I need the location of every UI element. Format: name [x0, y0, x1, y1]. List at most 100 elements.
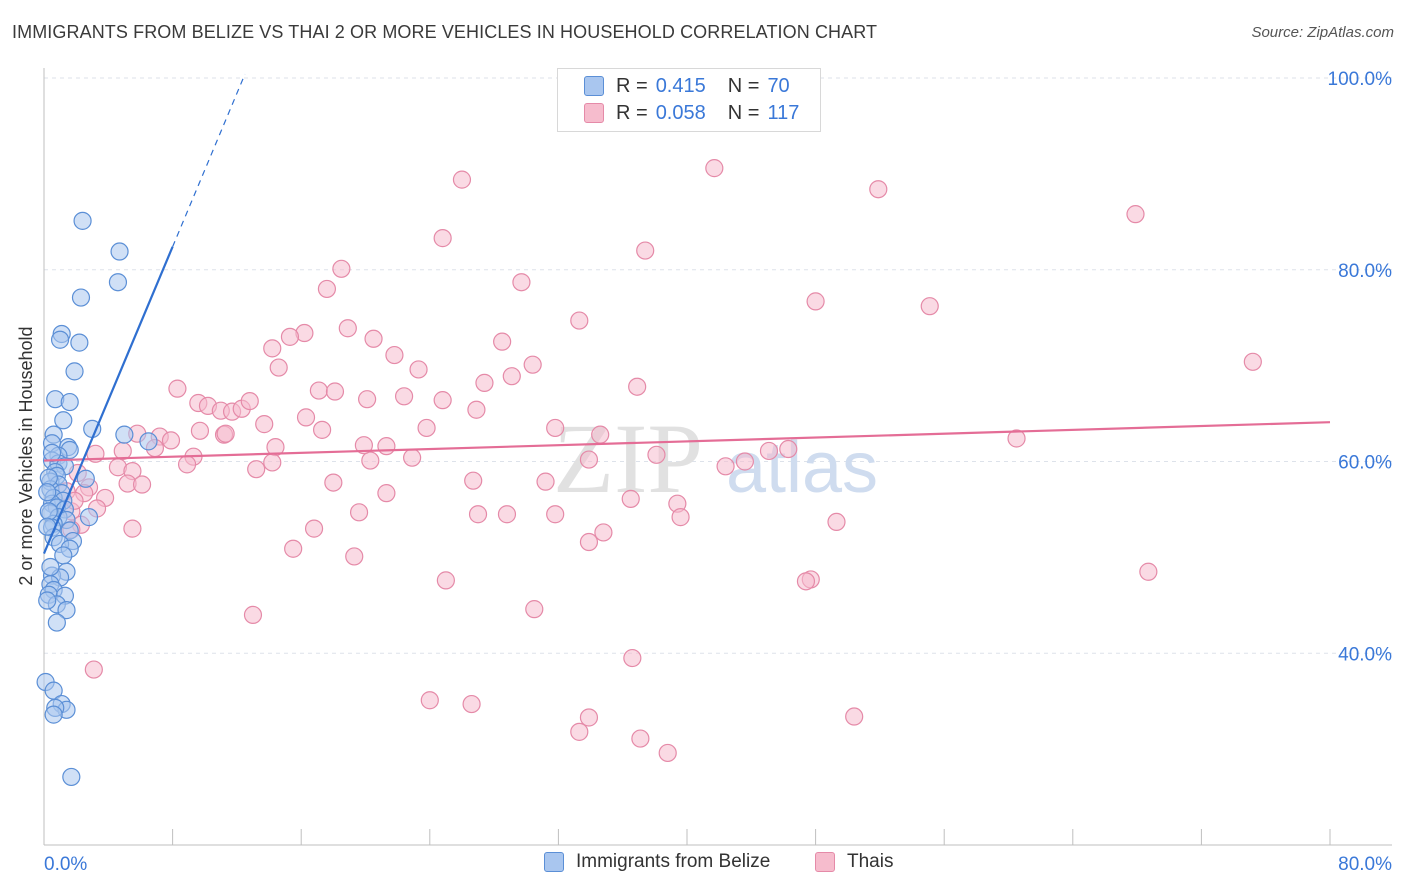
thais-point — [325, 382, 345, 401]
thais-point — [806, 292, 825, 311]
belize-points — [36, 211, 158, 787]
thais-point — [579, 450, 599, 469]
thais-point — [523, 355, 542, 374]
belize-point — [115, 425, 134, 444]
thais-point — [123, 519, 142, 538]
thais-point — [349, 503, 369, 522]
thais-point — [631, 729, 650, 748]
belize-point — [62, 767, 81, 787]
thais-point — [468, 505, 488, 524]
thais-point — [317, 279, 337, 299]
belize-point — [39, 502, 58, 521]
belize-point — [44, 705, 63, 724]
thais-point — [621, 489, 640, 508]
trend-lines — [42, 73, 1331, 554]
belize-point — [110, 242, 129, 261]
belize-point — [139, 432, 158, 451]
tick-labels: 40.0% 60.0% 80.0% 100.0% 0.0% 80.0% — [44, 69, 1392, 875]
thais-point — [796, 572, 816, 591]
thais-point — [420, 691, 439, 710]
legend-r-value: 0.058 — [655, 101, 706, 124]
legend-row-belize: R = 0.415 N = 70 — [584, 73, 790, 99]
legend-item-thais[interactable]: Thais — [815, 851, 893, 873]
thais-point — [636, 241, 655, 260]
thais-point — [161, 431, 181, 450]
belize-point — [65, 362, 84, 381]
legend-n-label: N = — [727, 74, 760, 97]
source-label: Source: ZipAtlas.com — [1251, 24, 1394, 41]
thais-point — [464, 471, 483, 490]
thais-point — [647, 445, 666, 464]
legend-n-label: N = — [727, 101, 760, 124]
thais-point — [263, 453, 282, 472]
series-legend: Immigrants from Belize Thais — [0, 851, 1406, 879]
thais-point — [377, 437, 396, 456]
belize-point — [76, 469, 95, 488]
chart-title: IMMIGRANTS FROM BELIZE VS THAI 2 OR MORE… — [12, 22, 878, 42]
thais-point — [628, 377, 647, 396]
y-axis-label: 2 or more Vehicles in Household — [16, 326, 36, 585]
thais-point — [190, 421, 210, 440]
legend-label-belize: Immigrants from Belize — [576, 851, 771, 872]
thais-point — [338, 319, 357, 338]
thais-point — [403, 448, 422, 467]
legend-swatch-pink — [815, 852, 835, 872]
thais-point — [132, 475, 152, 494]
thais-point — [364, 329, 383, 348]
thais-point — [255, 415, 274, 434]
belize-point — [47, 613, 66, 632]
legend-n-value: 117 — [767, 101, 800, 124]
thais-point — [385, 345, 404, 365]
thais-trend-line — [43, 421, 1331, 462]
thais-point — [269, 358, 288, 377]
thais-point — [1126, 205, 1145, 224]
thais-point — [358, 390, 377, 409]
thais-point — [462, 694, 481, 714]
thais-point — [1243, 352, 1262, 371]
thais-point — [377, 484, 396, 503]
thais-point — [354, 436, 373, 455]
belize-point — [60, 392, 79, 412]
thais-point — [591, 425, 610, 444]
belize-point — [42, 443, 62, 462]
thais-point — [716, 457, 735, 476]
y-tick-label: 80.0% — [1338, 261, 1392, 282]
thais-point — [433, 391, 452, 410]
thais-point — [84, 660, 103, 679]
thais-point — [168, 379, 187, 398]
thais-point — [433, 229, 452, 248]
legend-item-belize[interactable]: Immigrants from Belize — [544, 851, 770, 873]
legend-n-value: 70 — [767, 74, 790, 97]
thais-point — [546, 418, 565, 438]
thais-point — [920, 297, 939, 316]
thais-point — [658, 743, 677, 763]
belize-point — [70, 333, 89, 352]
thais-point — [579, 708, 599, 727]
thais-point — [502, 367, 521, 386]
belize-trend-line — [42, 246, 174, 554]
thais-point — [845, 707, 864, 726]
belize-point — [50, 330, 70, 349]
y-tick-label: 40.0% — [1338, 644, 1392, 665]
thais-point — [332, 259, 351, 278]
thais-point — [417, 418, 436, 438]
x-tick-label: 80.0% — [1338, 854, 1392, 875]
thais-point — [735, 452, 754, 471]
thais-point — [216, 424, 235, 443]
belize-point — [38, 591, 57, 610]
belize-point — [71, 288, 91, 307]
thais-point — [579, 532, 599, 552]
thais-point — [570, 311, 589, 330]
legend-swatch-pink — [584, 103, 604, 123]
legend-r-label: R = — [616, 74, 648, 97]
thais-point — [394, 387, 414, 406]
thais-point — [304, 519, 324, 538]
thais-point — [869, 180, 888, 199]
legend-label-thais: Thais — [847, 851, 894, 872]
thais-point — [1139, 562, 1158, 581]
thais-point — [284, 539, 303, 558]
legend-r-value: 0.415 — [655, 74, 706, 97]
thais-point — [247, 460, 266, 479]
watermark-atlas: atlas — [726, 428, 878, 508]
thais-point — [512, 273, 531, 292]
